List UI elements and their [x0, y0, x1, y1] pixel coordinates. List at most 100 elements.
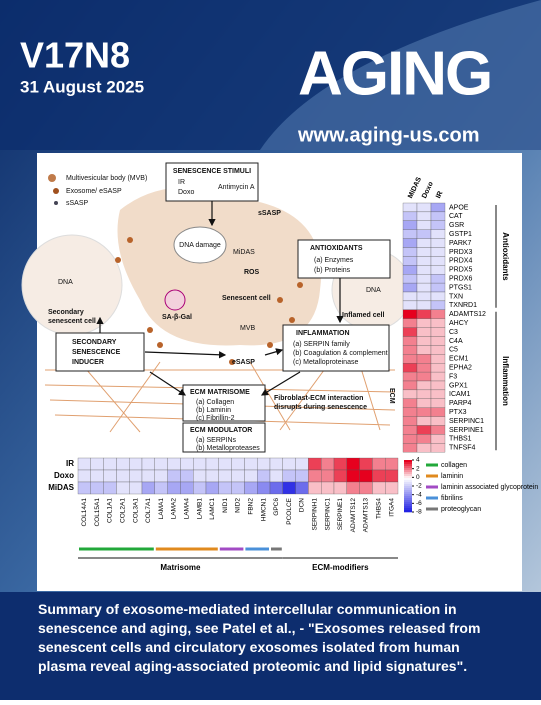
heat-cell — [416, 380, 432, 391]
label: disrupts during senescence — [274, 404, 367, 411]
stimuli-box — [165, 162, 259, 202]
column-label: FBN2 — [248, 498, 255, 515]
nucleus — [173, 226, 227, 264]
heat-cell — [154, 481, 168, 495]
colorbar-label: 4 — [416, 457, 420, 464]
heat-cell — [430, 265, 446, 275]
box-item: (b) Laminin — [196, 407, 231, 414]
heat-cell — [416, 434, 432, 444]
heat-cell — [402, 443, 418, 453]
heat-cell — [416, 220, 432, 230]
legend-label: fibrilins — [441, 495, 463, 502]
heat-cell — [430, 238, 446, 248]
label: SA-β-Gal — [162, 314, 192, 321]
row-label: PTGS1 — [449, 284, 472, 291]
colorbar-step — [404, 476, 412, 479]
heat-cell — [321, 481, 335, 495]
box-title: ECM MODULATOR — [190, 427, 252, 434]
antioxidants-box — [297, 239, 391, 279]
colorbar-step — [404, 510, 412, 513]
column-label: GPC6 — [273, 498, 280, 516]
label: MiDAS — [233, 249, 255, 256]
heat-cell — [402, 247, 418, 257]
legend-label: laminin associated glycoprotein — [441, 484, 538, 491]
box-item: Doxo — [178, 189, 194, 196]
row-label: AHCY — [449, 320, 469, 327]
heat-cell — [402, 363, 418, 373]
exosomes — [115, 237, 303, 365]
heat-cell — [416, 327, 432, 337]
heat-cell — [416, 425, 432, 435]
heat-cell — [416, 247, 432, 257]
inducer-box — [55, 332, 145, 372]
row-label: PRDX4 — [449, 258, 472, 265]
column-label: COL3A1 — [132, 498, 139, 523]
colorbar-label: -2 — [416, 483, 422, 490]
heat-cell — [218, 457, 232, 471]
colorbar-label: -4 — [416, 491, 422, 498]
row-label: TXNRD1 — [449, 302, 477, 309]
heat-cell — [430, 247, 446, 257]
heat-cell — [308, 457, 322, 471]
row-label: PRDX5 — [449, 267, 472, 274]
heat-cell — [231, 457, 245, 471]
row-label: MiDAS — [48, 483, 74, 492]
heat-cell — [295, 457, 309, 471]
heat-cell — [244, 457, 258, 471]
box-item: (c) Metalloproteinase — [293, 359, 358, 366]
heat-cell — [402, 229, 418, 239]
heat-cell — [257, 457, 271, 471]
heat-cell — [154, 469, 168, 483]
legend-label: laminin — [441, 473, 463, 480]
box-item: (b) Coagulation & complement — [293, 350, 388, 357]
heat-cell — [416, 309, 432, 319]
legend-exosome-icon — [53, 188, 59, 194]
label: Secondary — [48, 309, 84, 316]
colorbar-step — [404, 484, 412, 487]
column-label: ITGA4 — [388, 498, 395, 517]
colorbar-step — [404, 494, 412, 497]
row-label: THBS1 — [449, 436, 472, 443]
inflammation-box — [282, 324, 390, 372]
column-label: SERPINH1 — [312, 498, 319, 531]
row-label: F3 — [449, 373, 457, 380]
heat-cell — [402, 327, 418, 337]
diagram: Multivesicular body (MVB) Exosome/ eSASP… — [21, 162, 413, 453]
legend-label: Exosome/ eSASP — [66, 188, 122, 195]
label: Senescent cell — [222, 295, 271, 302]
row-label: APOE — [449, 204, 469, 211]
heat-cell — [269, 457, 283, 471]
heat-cell — [402, 398, 418, 408]
column-label: ADAMTS12 — [350, 498, 357, 533]
column-label: SERPINE1 — [337, 498, 344, 531]
lysosome — [164, 289, 186, 311]
colorbar-step — [404, 498, 412, 501]
colorbar-step — [404, 508, 412, 511]
heat-cell — [430, 363, 446, 373]
row-label: IR — [66, 459, 74, 468]
heat-cell — [282, 481, 296, 495]
heat-cell — [180, 481, 194, 495]
heat-cell — [333, 481, 347, 495]
row-label: PTX3 — [449, 409, 467, 416]
heat-cell — [416, 363, 432, 373]
heat-cell — [430, 371, 446, 382]
column-label: DCN — [299, 498, 306, 512]
colorbar-label: -6 — [416, 500, 422, 507]
label: eSASP — [232, 359, 255, 366]
colorbar-label: -8 — [416, 509, 422, 516]
heat-cell — [430, 425, 446, 435]
heat-cell — [402, 354, 418, 364]
heat-cell — [402, 318, 418, 328]
heat-cell — [103, 469, 117, 483]
heat-cell — [430, 229, 446, 239]
heat-cell — [430, 354, 446, 364]
row-label: C3 — [449, 329, 458, 336]
heat-cell — [218, 469, 232, 483]
heat-cell — [308, 469, 322, 483]
heat-cell — [141, 481, 155, 495]
heat-cell — [346, 469, 360, 483]
heat-cell — [430, 300, 446, 310]
logo: AGING — [298, 39, 491, 108]
colorbar-step — [404, 462, 412, 465]
